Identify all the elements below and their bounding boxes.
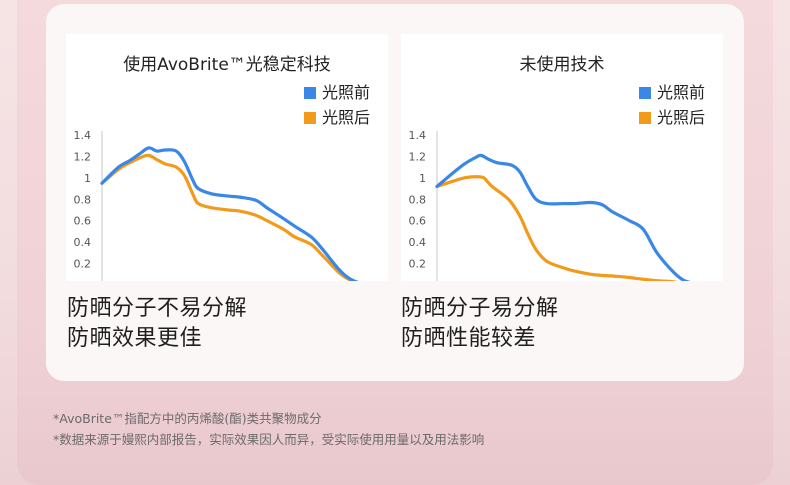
y-tick-label: 0.4 xyxy=(74,236,92,249)
chart-title: 未使用技术 xyxy=(519,55,605,75)
caption-line: 防晒分子易分解 xyxy=(401,296,559,321)
chart-without-technology: 未使用技术 00.20.40.60.811.21.4290340390光照前光照… xyxy=(401,34,723,281)
y-tick-label: 0 xyxy=(419,279,426,281)
legend-swatch xyxy=(639,112,651,124)
y-tick-label: 1.4 xyxy=(74,129,92,142)
caption-right: 防晒分子易分解 防晒性能较差 xyxy=(401,294,559,354)
chart-title: 使用AvoBrite™光稳定科技 xyxy=(123,55,331,75)
chart-canvas: 00.20.40.60.811.21.4290340390光照前光照后 xyxy=(74,83,370,281)
y-tick-label: 1.2 xyxy=(74,150,92,163)
caption-left: 防晒分子不易分解 防晒效果更佳 xyxy=(67,294,247,354)
y-tick-label: 0.2 xyxy=(74,258,92,271)
y-tick-label: 0 xyxy=(84,279,91,281)
y-tick-label: 0.6 xyxy=(74,215,92,228)
legend-label: 光照后 xyxy=(322,108,370,127)
footnote-source: *数据来源于嫚熙内部报告，实际效果因人而异，受实际使用用量以及用法影响 xyxy=(53,432,485,447)
y-tick-label: 0.6 xyxy=(409,215,427,228)
caption-line: 防晒效果更佳 xyxy=(67,326,203,351)
series-line-before xyxy=(435,153,691,281)
series-line-after xyxy=(100,153,358,281)
legend-label: 光照前 xyxy=(322,83,370,102)
chart-canvas: 00.20.40.60.811.21.4290340390光照前光照后 xyxy=(409,83,705,281)
legend-swatch xyxy=(304,112,316,124)
series-line-before xyxy=(100,146,359,281)
caption-line: 防晒分子不易分解 xyxy=(67,296,248,321)
legend-swatch xyxy=(639,87,651,99)
y-tick-label: 0.8 xyxy=(409,193,427,206)
y-tick-label: 1.4 xyxy=(409,129,427,142)
footnote-ingredient: *AvoBrite™指配方中的丙烯酸(酯)类共聚物成分 xyxy=(53,411,322,426)
y-tick-label: 1 xyxy=(419,172,426,185)
y-tick-label: 0.4 xyxy=(409,236,427,249)
caption-line: 防晒性能较差 xyxy=(401,326,537,351)
legend-label: 光照前 xyxy=(657,83,705,102)
legend-label: 光照后 xyxy=(657,108,705,127)
y-tick-label: 0.2 xyxy=(409,258,427,271)
y-tick-label: 1 xyxy=(84,172,91,185)
series-line-after xyxy=(435,175,679,281)
chart-with-technology: 使用AvoBrite™光稳定科技 00.20.40.60.811.21.4290… xyxy=(66,34,388,281)
y-tick-label: 0.8 xyxy=(74,193,92,206)
y-tick-label: 1.2 xyxy=(409,150,427,163)
legend-swatch xyxy=(304,87,316,99)
